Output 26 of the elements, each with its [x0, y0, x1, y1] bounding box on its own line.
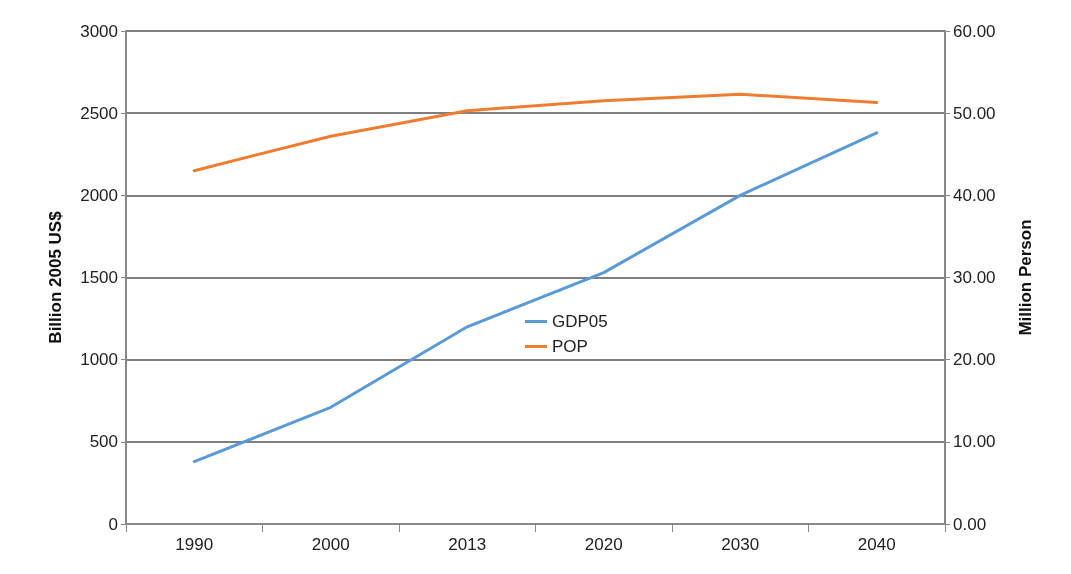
y2-tick-label: 0.00 [953, 514, 987, 534]
y2-tick-label: 50.00 [953, 103, 996, 123]
x-tick-label: 2040 [857, 535, 896, 554]
y-tick-label: 0 [108, 514, 118, 534]
y2-tick-label: 60.00 [953, 21, 996, 41]
y-tick-label: 3000 [80, 21, 118, 41]
y-tick-label: 1500 [80, 268, 118, 287]
y-tick-label: 2500 [80, 103, 118, 123]
y2-tick-label: 10.00 [953, 432, 996, 452]
legend-label: GDP05 [552, 312, 608, 331]
line-series [192, 131, 879, 464]
x-tick-label: 2013 [448, 535, 487, 554]
x-tick-label: 2000 [311, 535, 350, 554]
y2-tick-label: 20.00 [953, 350, 996, 370]
legend-label: POP [552, 337, 588, 356]
x-tick-label: 2020 [584, 535, 623, 554]
y2-tick-label: 40.00 [953, 185, 996, 205]
y2-axis-title: Million Person [1016, 219, 1035, 336]
x-tick-label: 2030 [721, 535, 760, 554]
line-series [192, 92, 879, 173]
y-axis-title: Billion 2005 US$ [46, 210, 65, 344]
x-tick-label: 1990 [175, 535, 214, 554]
y-tick-label: 1000 [80, 350, 118, 370]
y-tick-label: 500 [89, 432, 118, 452]
y-tick-label: 2000 [80, 185, 118, 205]
y2-tick-label: 30.00 [953, 268, 996, 287]
